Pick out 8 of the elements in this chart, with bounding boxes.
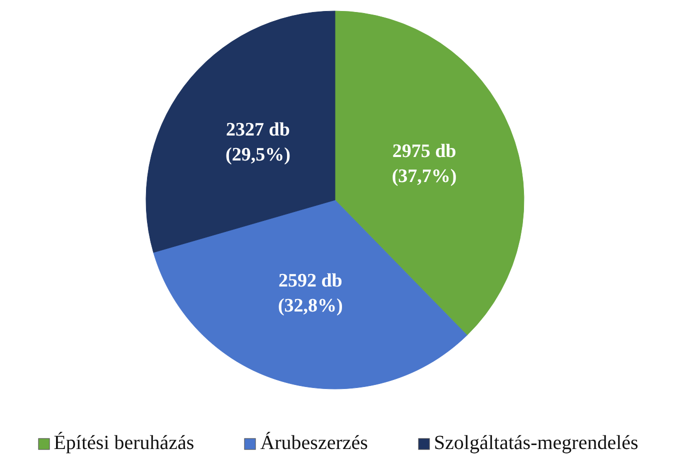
legend-label: Szolgáltatás-megrendelés (434, 432, 638, 455)
pie-slice (153, 200, 468, 390)
legend-label: Építési beruházás (54, 432, 194, 455)
data-label: 2592 db (32,8%) (278, 270, 343, 316)
legend-label: Árubeszerzés (260, 432, 368, 455)
data-label: 2327 db (29,5%) (226, 119, 290, 166)
data-label: 2975 db (37,7%) (392, 140, 457, 187)
pie-slice (146, 10, 336, 253)
